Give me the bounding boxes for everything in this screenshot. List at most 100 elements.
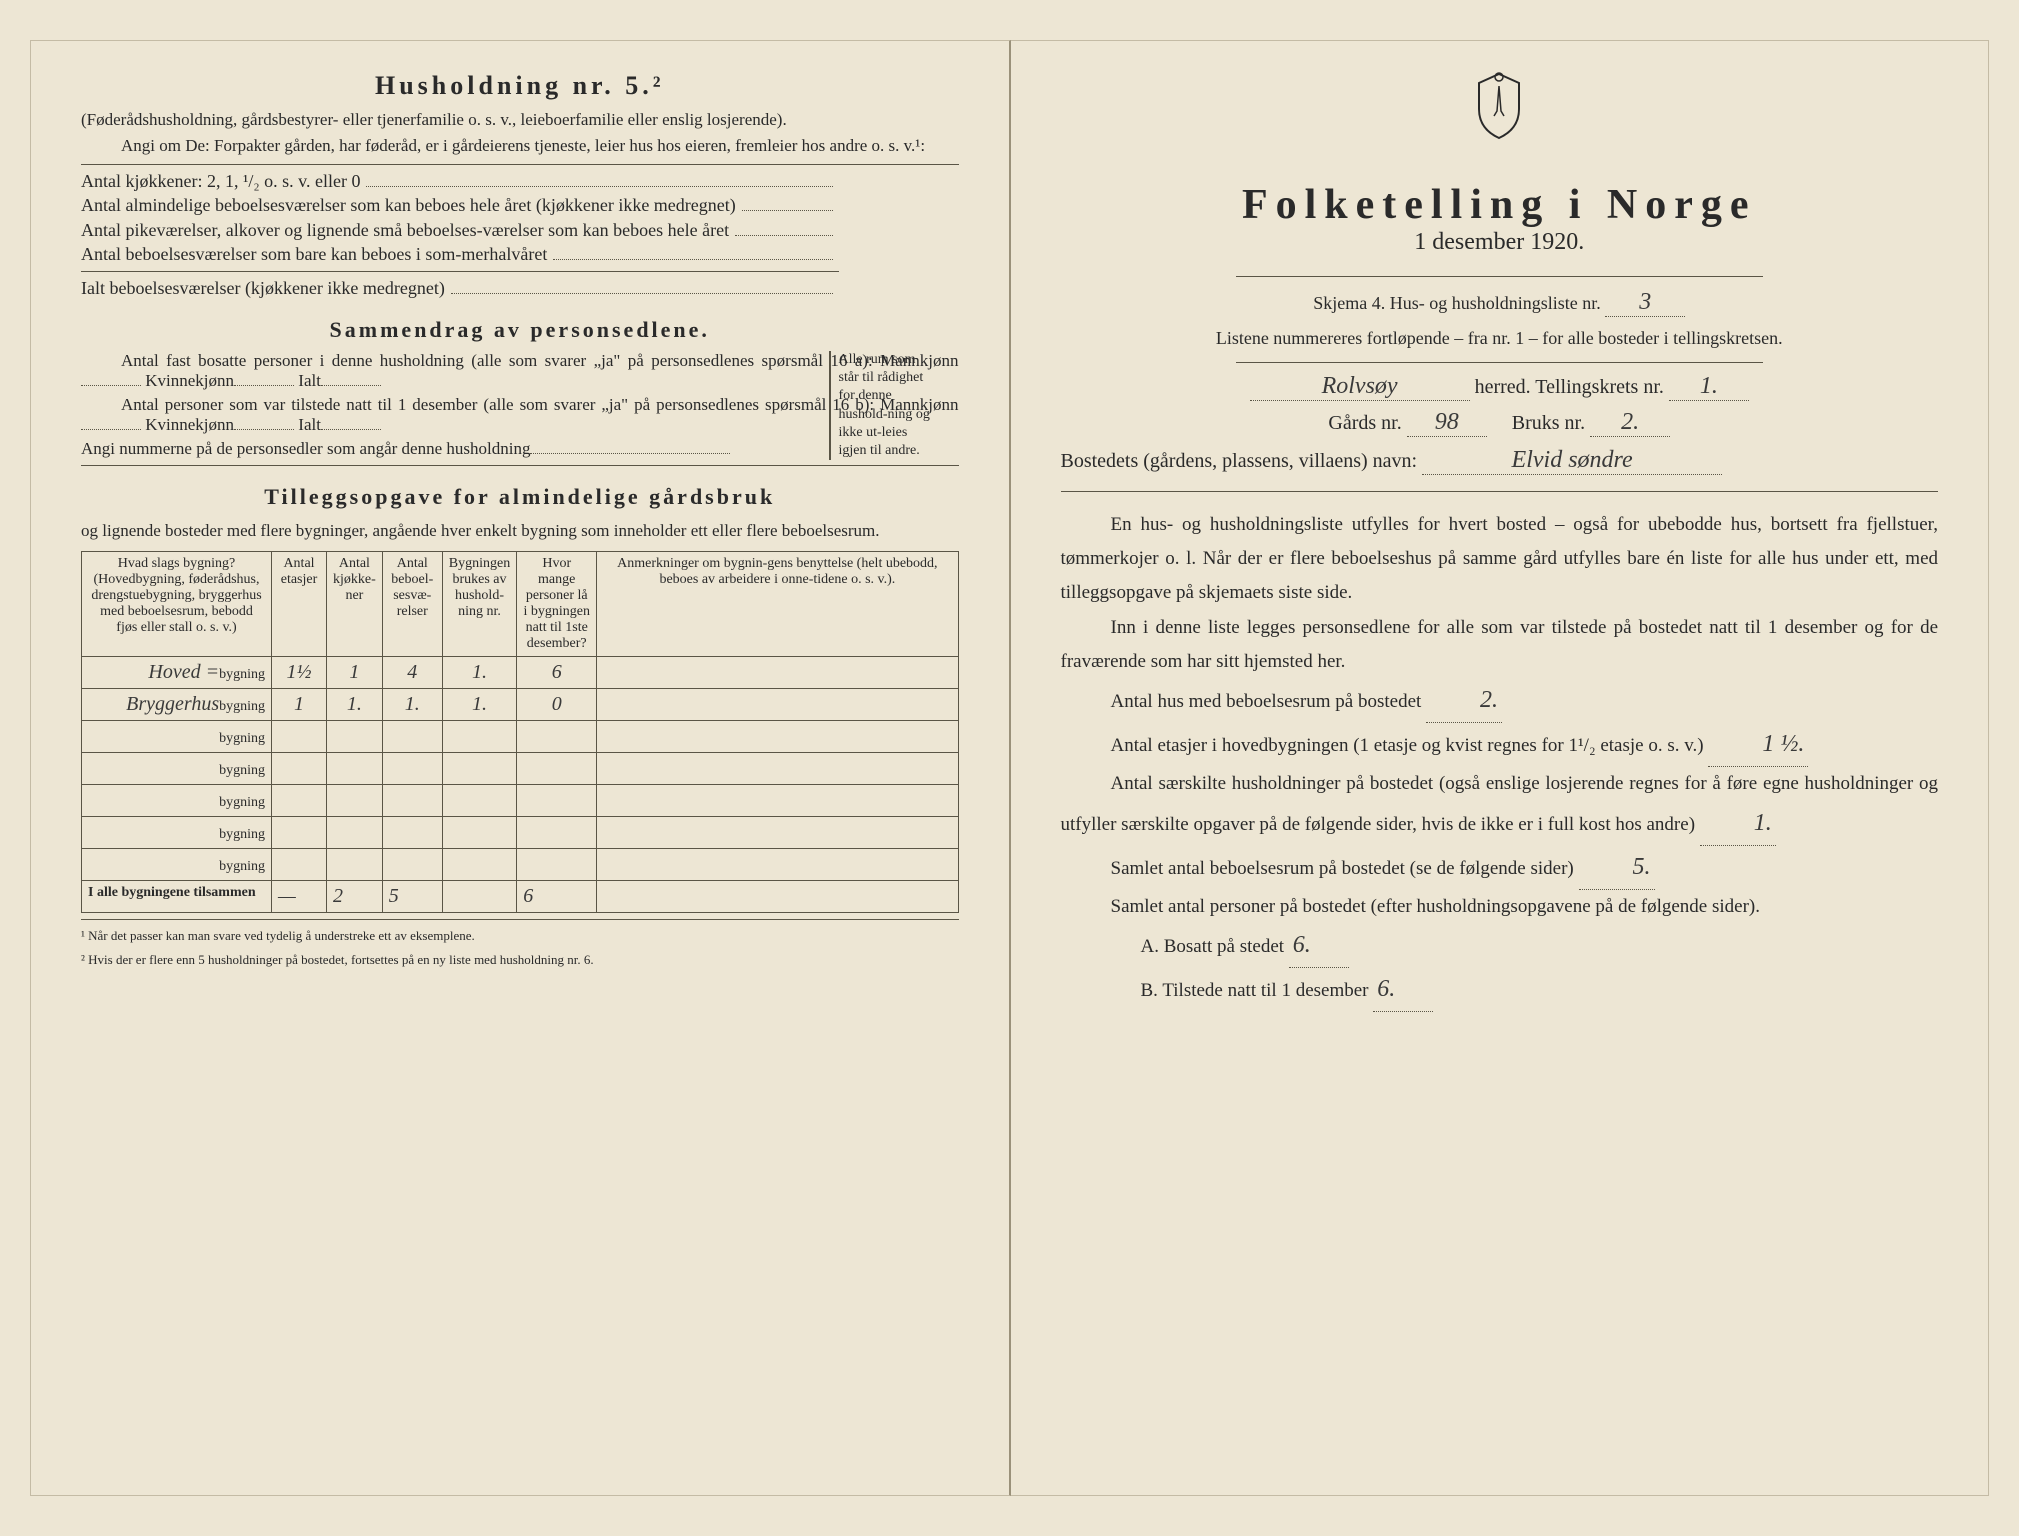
crest-icon [1469,71,1529,141]
total-label: I alle bygningene tilsammen [82,881,272,913]
q4-value: 5. [1579,846,1655,890]
table-row: Bryggerhusbygning11.1.1.0 [82,689,959,721]
table-row: bygning [82,817,959,849]
row-cell: 4 [382,657,442,689]
para-1: En hus- og husholdningsliste utfylles fo… [1061,508,1939,611]
q5b-value: 6. [1373,968,1433,1012]
table-row: bygning [82,721,959,753]
row-cell: 1½ [272,657,327,689]
th-5: Hvor mange personer lå i bygningen natt … [517,552,597,657]
herred-line: Rolvsøy herred. Tellingskrets nr. 1. [1061,373,1939,401]
row-cell [382,721,442,753]
tillegg-heading: Tilleggsopgave for almindelige gårdsbruk [81,484,959,510]
row-cell [517,721,597,753]
row-name: bygning [82,817,272,849]
row-cell: 1 [272,689,327,721]
row-cell [272,849,327,881]
tillegg-sub: og lignende bosteder med flere bygninger… [81,518,959,544]
row-cell: 1 [327,657,383,689]
q2-value: 1 ½. [1708,723,1808,767]
skjema-line: Skjema 4. Hus- og husholdningsliste nr. … [1061,289,1939,317]
row-cell [382,753,442,785]
table-row: bygning [82,785,959,817]
main-title: Folketelling i Norge [1061,181,1939,229]
row-cell [517,849,597,881]
total-1: 2 [327,881,383,913]
row-cell [272,721,327,753]
household-heading: Husholdning nr. 5.² [81,71,959,101]
row-cell [382,785,442,817]
row-name: Hoved =bygning [82,657,272,689]
total-2: 5 [382,881,442,913]
th-2: Antal kjøkke-ner [327,552,383,657]
row-cell [442,721,516,753]
footnote-2: ² Hvis der er flere enn 5 husholdninger … [81,952,959,968]
th-3: Antal beboel-sesvæ-relser [382,552,442,657]
row-cell [517,817,597,849]
total-0: — [272,881,327,913]
table-row: bygning [82,753,959,785]
bruks-value: 2. [1590,409,1670,437]
liste-nr-value: 3 [1605,289,1685,317]
listene-note: Listene nummereres fortløpende – fra nr.… [1061,325,1939,352]
room-line-total: Ialt beboelsesværelser (kjøkkener ikke m… [81,278,839,299]
th-0: Hvad slags bygning? (Hovedbygning, føder… [82,552,272,657]
total-5 [597,881,958,913]
q5a-value: 6. [1289,924,1349,968]
total-3 [442,881,516,913]
row-cell [442,849,516,881]
row-cell: 1. [442,657,516,689]
row-cell [597,785,958,817]
bracket-note: Alle rum som står til rådighet for denne… [829,351,939,460]
q2: Antal etasjer i hovedbygningen (1 etasje… [1061,723,1939,767]
row-cell [597,849,958,881]
q3-value: 1. [1700,802,1776,846]
q5b: B. Tilstede natt til 1 desember 6. [1061,968,1939,1012]
building-table: Hvad slags bygning? (Hovedbygning, føder… [81,551,959,913]
para-2: Inn i denne liste legges personsedlene f… [1061,611,1939,679]
summary-line-3: Angi nummerne på de personsedler som ang… [81,439,959,459]
row-cell [597,721,958,753]
table-row: bygning [82,849,959,881]
room-line-2: Antal pikeværelser, alkover og lignende … [81,219,839,240]
krets-value: 1. [1669,373,1749,401]
row-cell: 1. [382,689,442,721]
summary-line-1: Antal fast bosatte personer i denne hush… [81,351,959,391]
q5-label: Samlet antal personer på bostedet (efter… [1061,890,1939,924]
gards-line: Gårds nr. 98 Bruks nr. 2. [1061,409,1939,437]
row-cell [327,817,383,849]
right-page: Folketelling i Norge 1 desember 1920. Sk… [1011,40,1990,1496]
room-line-3: Antal beboelsesværelser som bare kan beb… [81,244,839,265]
bosted-value: Elvid søndre [1422,447,1722,475]
intro-angi: Angi om De: Forpakter gården, har føderå… [81,133,959,159]
q1-value: 2. [1426,679,1502,723]
row-cell [442,817,516,849]
summary-heading: Sammendrag av personsedlene. [81,317,959,343]
row-cell [442,753,516,785]
row-name: bygning [82,721,272,753]
row-cell: 1. [442,689,516,721]
q4: Samlet antal beboelsesrum på bostedet (s… [1061,846,1939,890]
row-cell [327,753,383,785]
q5a: A. Bosatt på stedet 6. [1061,924,1939,968]
row-cell [517,753,597,785]
herred-value: Rolvsøy [1250,373,1470,401]
row-cell: 0 [517,689,597,721]
row-cell [272,753,327,785]
q1: Antal hus med beboelsesrum på bostedet 2… [1061,679,1939,723]
row-cell [327,849,383,881]
th-1: Antal etasjer [272,552,327,657]
th-4: Bygningen brukes av hushold-ning nr. [442,552,516,657]
row-cell: 1. [327,689,383,721]
row-cell [597,753,958,785]
row-cell [327,785,383,817]
row-name: bygning [82,753,272,785]
q3: Antal særskilte husholdninger på bostede… [1061,767,1939,845]
row-cell [597,657,958,689]
row-cell [597,689,958,721]
total-4: 6 [517,881,597,913]
row-cell [327,721,383,753]
footnote-1: ¹ Når det passer kan man svare ved tydel… [81,928,959,944]
room-line-0: Antal kjøkkener: 2, 1, ¹/₂ o. s. v. elle… [81,171,839,192]
row-name: bygning [82,849,272,881]
